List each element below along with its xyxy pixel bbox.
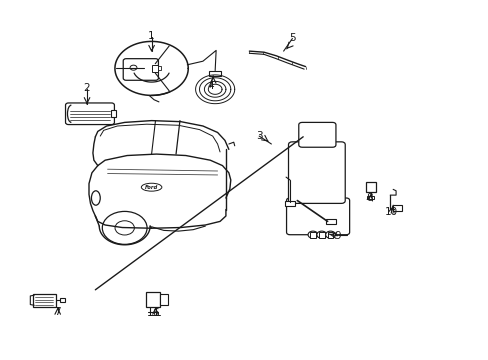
Bar — [160, 294, 168, 305]
Bar — [365, 182, 375, 192]
Circle shape — [325, 231, 335, 238]
Text: 10: 10 — [384, 207, 397, 217]
Bar — [327, 232, 333, 238]
Text: Ford: Ford — [144, 185, 158, 190]
Bar — [60, 298, 64, 302]
Text: 8: 8 — [365, 193, 372, 203]
Text: 1: 1 — [148, 31, 155, 41]
Circle shape — [130, 65, 137, 70]
Text: 2: 2 — [83, 83, 90, 93]
Circle shape — [115, 221, 134, 235]
Text: 3: 3 — [255, 131, 262, 141]
Text: 6: 6 — [152, 308, 159, 318]
FancyBboxPatch shape — [288, 142, 345, 203]
FancyBboxPatch shape — [123, 59, 158, 80]
Circle shape — [102, 211, 147, 244]
Bar — [209, 71, 221, 76]
Bar — [309, 232, 315, 238]
Bar — [151, 65, 158, 72]
Bar — [33, 294, 56, 307]
Ellipse shape — [141, 183, 162, 191]
Bar — [285, 201, 294, 206]
FancyBboxPatch shape — [298, 122, 335, 147]
Bar — [366, 196, 373, 199]
Ellipse shape — [91, 191, 100, 205]
Bar — [325, 219, 336, 224]
Bar — [392, 205, 401, 211]
Bar — [145, 292, 160, 307]
Bar — [318, 232, 324, 238]
Text: 4: 4 — [206, 81, 213, 91]
Text: 7: 7 — [54, 307, 61, 318]
FancyBboxPatch shape — [65, 103, 114, 125]
Text: 9: 9 — [333, 231, 340, 241]
Circle shape — [316, 231, 326, 238]
FancyBboxPatch shape — [286, 198, 349, 235]
Circle shape — [307, 231, 317, 238]
Bar — [111, 110, 116, 117]
Text: 5: 5 — [288, 33, 295, 43]
Bar — [158, 66, 161, 70]
